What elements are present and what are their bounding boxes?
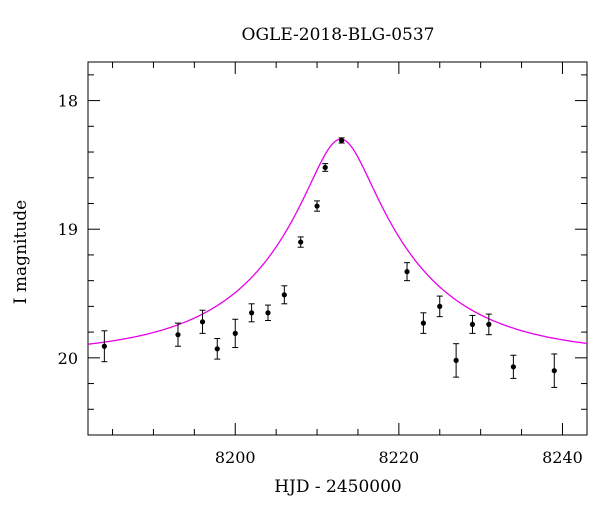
data-marker <box>510 364 516 370</box>
data-point <box>248 303 255 323</box>
data-point <box>174 322 181 347</box>
data-point <box>338 137 345 144</box>
data-points-layer <box>101 137 558 388</box>
chart-title: OGLE-2018-BLG-0537 <box>242 25 435 45</box>
data-point <box>101 330 108 363</box>
data-point <box>420 312 427 334</box>
data-marker <box>469 321 476 327</box>
plot-frame <box>87 61 588 436</box>
data-point <box>404 262 411 282</box>
data-point <box>485 313 492 336</box>
data-point <box>453 343 460 378</box>
data-marker <box>437 303 443 309</box>
axis-ticks: 8200 8220 8240 18 19 20 <box>58 62 587 467</box>
x-axis-label: HJD - 2450000 <box>274 477 402 497</box>
y-axis-label: I magnitude <box>11 200 31 304</box>
x-tick-label: 8200 <box>215 448 256 467</box>
data-point <box>436 295 443 318</box>
data-point <box>322 163 329 172</box>
data-point <box>314 200 321 212</box>
data-marker <box>298 239 304 245</box>
y-tick-label: 18 <box>58 92 78 111</box>
data-marker <box>249 310 255 316</box>
data-marker <box>175 332 181 338</box>
data-point <box>469 314 476 334</box>
data-marker <box>101 343 107 349</box>
data-marker <box>199 319 206 325</box>
data-marker <box>404 269 410 275</box>
data-marker <box>214 346 220 352</box>
data-marker <box>322 164 328 171</box>
data-marker <box>265 310 271 316</box>
data-marker <box>453 357 459 363</box>
y-tick-label: 20 <box>58 349 78 368</box>
data-marker <box>486 321 492 327</box>
data-point <box>297 236 304 248</box>
data-marker <box>338 137 345 144</box>
x-tick-label: 8240 <box>542 448 583 467</box>
data-point <box>214 338 221 360</box>
data-point <box>551 353 558 388</box>
data-point <box>281 285 288 305</box>
data-point <box>510 354 517 379</box>
data-marker <box>420 320 426 326</box>
y-tick-label: 19 <box>58 220 78 239</box>
data-marker <box>281 292 287 298</box>
data-marker <box>551 368 557 374</box>
data-point <box>232 318 239 349</box>
plot-area-border <box>87 61 588 436</box>
model-curve <box>87 138 588 345</box>
data-marker <box>314 203 320 209</box>
model-curve-layer <box>87 138 588 345</box>
data-marker <box>232 330 238 336</box>
data-point <box>199 309 206 334</box>
data-point <box>264 304 271 322</box>
x-tick-label: 8220 <box>378 448 419 467</box>
